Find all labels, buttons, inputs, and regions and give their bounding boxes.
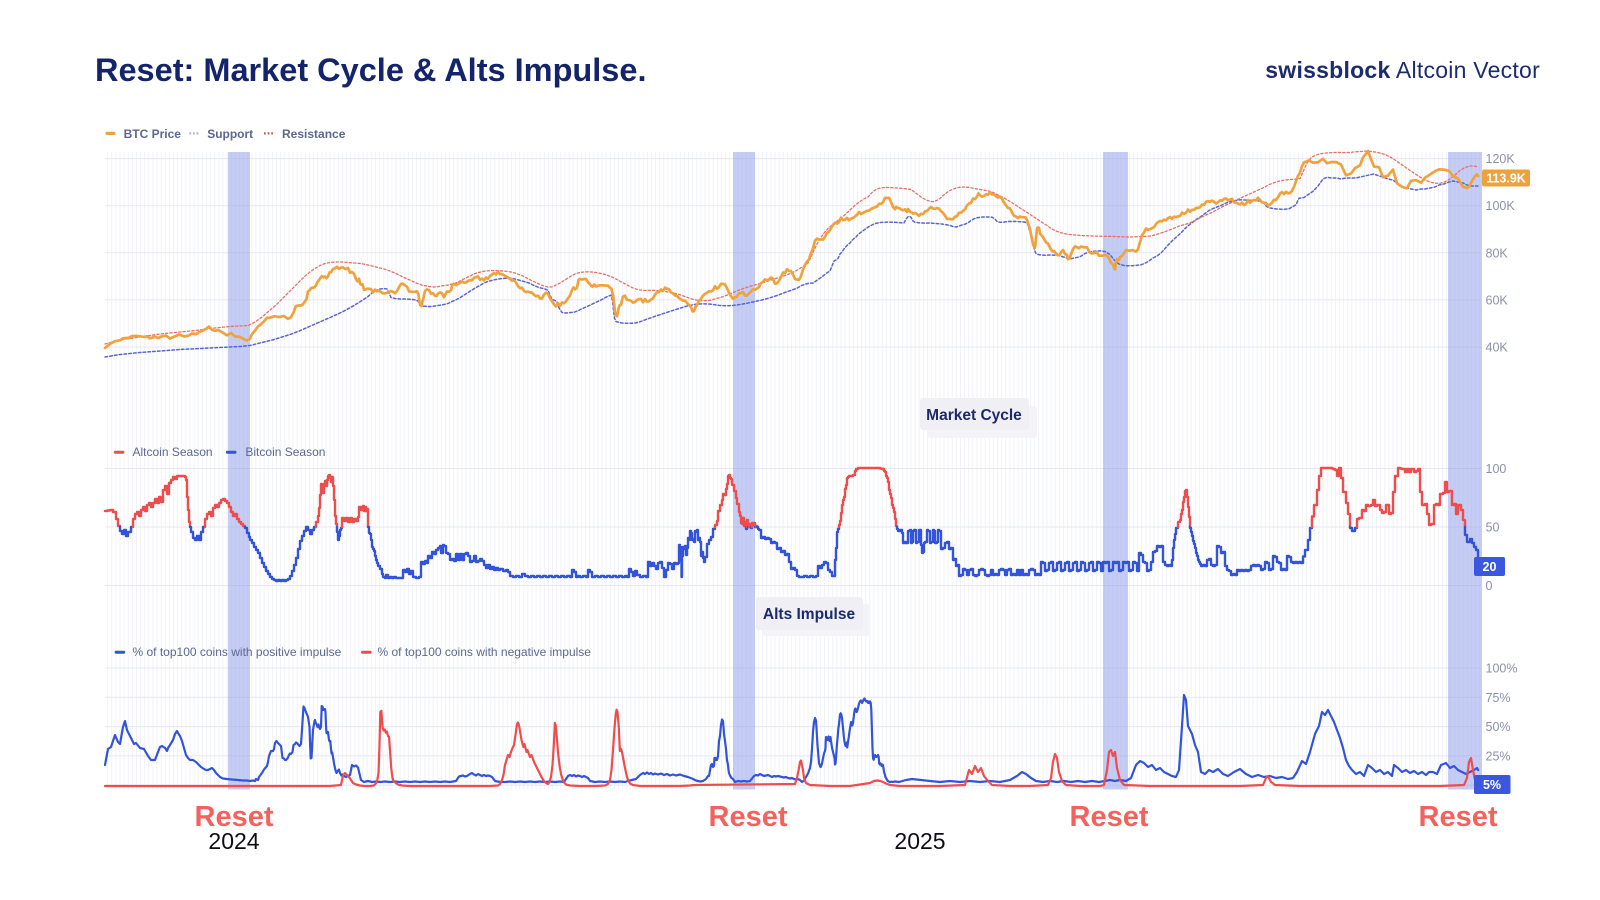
svg-text:5%: 5% [1483,778,1501,792]
svg-text:Reset: Reset [709,801,788,833]
svg-text:120K: 120K [1486,152,1516,166]
svg-text:113.9K: 113.9K [1486,172,1526,186]
svg-text:100K: 100K [1486,199,1516,213]
svg-text:100%: 100% [1486,662,1518,676]
svg-text:Alts Impulse: Alts Impulse [763,606,856,623]
svg-text:20: 20 [1483,560,1497,574]
svg-text:50%: 50% [1486,720,1511,734]
svg-text:% of top100 coins with positiv: % of top100 coins with positive impulse [133,645,342,659]
svg-text:0: 0 [1486,579,1493,593]
svg-text:75%: 75% [1486,691,1511,705]
svg-text:Support: Support [207,127,253,141]
svg-text:2024: 2024 [208,828,259,854]
svg-text:100: 100 [1486,462,1507,476]
svg-text:25%: 25% [1486,749,1511,763]
svg-text:BTC Price: BTC Price [124,127,182,141]
svg-text:Resistance: Resistance [282,127,346,141]
svg-text:80K: 80K [1486,246,1509,260]
svg-text:% of top100 coins with negativ: % of top100 coins with negative impulse [378,645,592,659]
svg-text:Market Cycle: Market Cycle [926,407,1022,424]
svg-text:40K: 40K [1486,341,1509,355]
svg-text:Reset: Reset [195,801,274,833]
svg-text:swissblock Altcoin Vector: swissblock Altcoin Vector [1265,57,1540,83]
svg-text:50: 50 [1486,521,1500,535]
svg-text:Altcoin Season: Altcoin Season [133,445,213,459]
svg-text:Reset: Reset [1419,801,1498,833]
svg-text:Reset: Market Cycle & Alts Imp: Reset: Market Cycle & Alts Impulse. [95,52,646,88]
svg-text:2025: 2025 [894,828,945,854]
svg-text:60K: 60K [1486,293,1509,307]
svg-text:Reset: Reset [1070,801,1149,833]
svg-text:Bitcoin Season: Bitcoin Season [245,445,325,459]
